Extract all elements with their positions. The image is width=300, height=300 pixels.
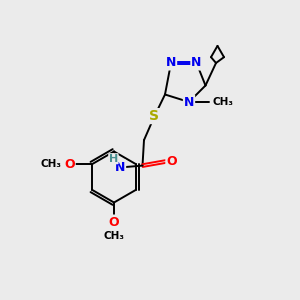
Text: CH₃: CH₃ — [212, 97, 233, 107]
Text: N: N — [184, 95, 194, 109]
Text: O: O — [166, 154, 177, 168]
Text: H: H — [109, 154, 118, 164]
Text: N: N — [166, 56, 176, 70]
Text: S: S — [149, 109, 160, 123]
Text: CH₃: CH₃ — [40, 159, 61, 169]
Text: O: O — [109, 215, 119, 229]
Text: CH₃: CH₃ — [103, 231, 124, 241]
Text: N: N — [191, 56, 202, 70]
Text: N: N — [115, 160, 125, 174]
Text: O: O — [64, 158, 75, 171]
